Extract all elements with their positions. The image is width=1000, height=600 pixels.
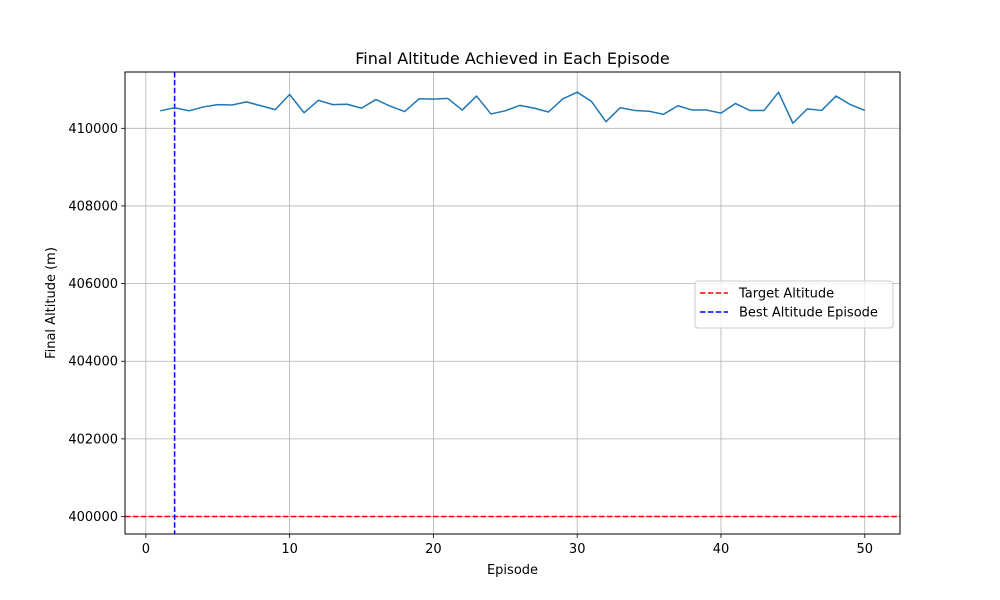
x-tick-label: 10 [281,542,298,557]
legend: Target Altitude Best Altitude Episode [694,280,894,329]
legend-box [694,280,894,329]
series-layer [160,91,866,124]
y-tick-label: 410000 [68,122,118,137]
x-tick-label: 40 [713,542,730,557]
x-tick-label: 20 [425,542,442,557]
y-axis-label: Final Altitude (m) [44,247,59,359]
series-line-final-altitude [160,91,866,124]
x-tick-label: 50 [856,542,873,557]
y-tick-label: 406000 [68,277,118,292]
reference-lines [125,72,900,534]
x-tick-label: 0 [142,542,150,557]
legend-target-altitude-label: Target Altitude [738,287,834,302]
x-tick-label: 30 [569,542,586,557]
chart-title: Final Altitude Achieved in Each Episode [355,49,669,68]
axes-ticks: 0 10 20 30 40 50 400000 402000 404000 406000 40800… [68,122,873,557]
x-axis-label: Episode [487,563,538,578]
plot-frame [124,71,901,535]
y-tick-label: 404000 [68,355,118,370]
legend-best-episode-label: Best Altitude Episode [739,306,878,321]
y-tick-label: 408000 [68,199,118,214]
y-tick-label: 400000 [68,510,118,525]
y-tick-label: 402000 [68,432,118,447]
